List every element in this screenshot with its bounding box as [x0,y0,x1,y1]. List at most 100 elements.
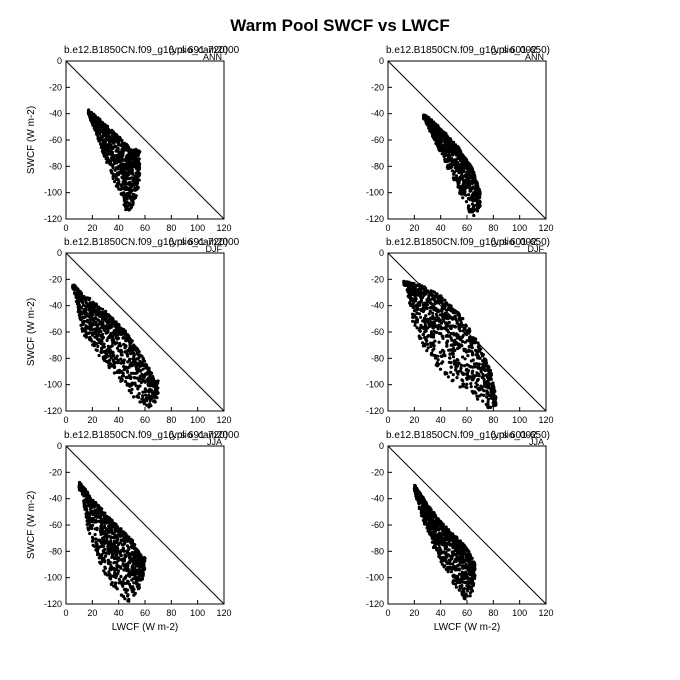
scatter-point [458,191,462,195]
scatter-point [445,344,449,348]
scatter-point [429,125,433,130]
scatter-point [103,140,108,144]
y-tick-label: -40 [49,494,62,504]
scatter-point [87,315,91,319]
scatter-point [487,378,491,382]
scatter-point [468,174,473,178]
scatter-point [475,209,480,213]
scatter-point [443,298,447,302]
scatter-point [449,156,454,160]
scatter-point [419,315,423,319]
scatter-point [491,396,495,401]
scatter-point [139,571,143,575]
scatter-point [431,311,435,315]
scatter-point [484,361,489,365]
scatter-point [100,311,104,315]
scatter-point [98,142,103,146]
scatter-panel: b.e12.B1850CN.f09_g16.plio_cam2000(yrs 6… [26,45,240,233]
scatter-point [123,576,127,580]
x-tick-label: 100 [190,223,205,233]
scatter-point [440,305,444,309]
scatter-point [450,149,454,153]
scatter-point [110,154,115,158]
y-tick-label: -20 [371,82,384,92]
scatter-point [131,558,135,562]
scatter-point [116,146,120,150]
scatter-point [90,503,94,507]
scatter-point [450,143,454,147]
y-tick-label: -60 [371,327,384,337]
scatter-point [418,291,422,295]
scatter-point [126,155,131,159]
scatter-point [436,140,440,144]
scatter-point [419,323,423,327]
panel-season: DJF [528,244,545,254]
scatter-point [96,506,100,510]
scatter-point [102,350,107,354]
scatter-point [128,357,132,361]
scatter-point [89,302,93,306]
scatter-point [112,371,116,375]
scatter-point [80,300,84,304]
scatter-point [123,553,127,557]
scatter-point [470,343,474,347]
x-tick-label: 80 [488,223,498,233]
x-tick-label: 120 [538,415,553,425]
scatter-point [110,351,115,355]
scatter-point [82,319,86,323]
scatter-point [125,174,129,179]
scatter-point [111,158,115,162]
scatter-point [463,178,467,182]
scatter-point [465,376,469,380]
scatter-point [114,173,118,177]
scatter-point [477,344,481,348]
scatter-point [125,349,129,353]
scatter-point [437,323,441,327]
scatter-point [112,329,116,333]
scatter-point [131,542,135,546]
scatter-point [458,329,462,333]
scatter-point [106,354,110,358]
scatter-point [431,134,435,138]
scatter-point [124,588,128,592]
scatter-point [103,529,107,534]
scatter-point [107,518,111,522]
scatter-point [119,171,123,175]
scatter-point [126,360,130,364]
scatter-point [456,146,460,150]
scatter-point [114,325,118,329]
scatter-point [438,136,442,140]
scatter-point [141,566,145,571]
scatter-point [489,390,493,394]
scatter-point [472,213,476,218]
x-tick-label: 60 [140,608,150,618]
scatter-point [118,541,122,545]
scatter-point [99,513,103,517]
scatter-point [476,194,480,198]
scatter-point [471,369,475,373]
scatter-panel: b.e12.B1850CN.f09_g16.plio_002(yrs 601-6… [366,430,554,633]
scatter-point [130,539,135,543]
scatter-point [448,356,452,360]
x-tick-label: 0 [63,608,68,618]
scatter-point [444,153,448,157]
scatter-point [465,363,469,367]
scatter-point [411,305,415,309]
scatter-point [456,333,460,337]
scatter-point [419,295,423,299]
x-tick-label: 80 [488,415,498,425]
y-tick-label: -60 [49,327,62,337]
scatter-point [137,174,141,178]
scatter-point [119,574,123,579]
scatter-point [116,138,120,142]
scatter-point [476,397,480,401]
scatter-point [122,542,126,546]
scatter-point [143,380,147,384]
scatter-point [97,322,101,326]
scatter-point [93,501,97,505]
scatter-point [112,353,116,358]
scatter-point [441,147,445,151]
scatter-point [425,289,429,293]
y-tick-label: -80 [49,546,62,556]
scatter-point [122,581,126,586]
